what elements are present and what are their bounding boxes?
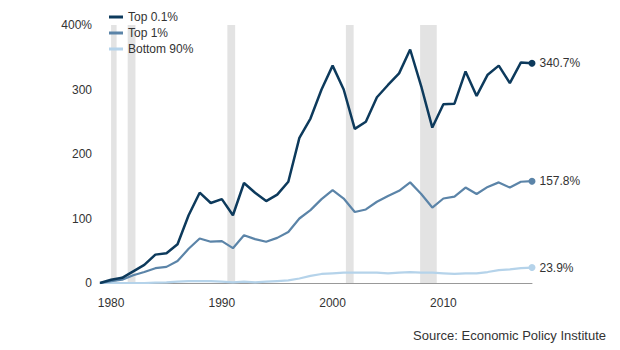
svg-text:Top 0.1%: Top 0.1% (128, 10, 178, 24)
svg-text:Source: Economic Policy Instit: Source: Economic Policy Institute (413, 328, 606, 343)
svg-text:340.7%: 340.7% (540, 56, 581, 70)
svg-text:1990: 1990 (208, 296, 235, 310)
svg-text:400%: 400% (61, 18, 92, 32)
svg-text:Bottom 90%: Bottom 90% (128, 42, 194, 56)
svg-text:157.8%: 157.8% (540, 174, 581, 188)
svg-text:2000: 2000 (319, 296, 346, 310)
svg-text:2010: 2010 (430, 296, 457, 310)
svg-text:1980: 1980 (98, 296, 125, 310)
svg-text:23.9%: 23.9% (540, 261, 574, 275)
svg-text:300: 300 (72, 83, 92, 97)
svg-text:0: 0 (85, 276, 92, 290)
svg-text:100: 100 (72, 212, 92, 226)
svg-text:200: 200 (72, 147, 92, 161)
svg-text:Top 1%: Top 1% (128, 26, 168, 40)
